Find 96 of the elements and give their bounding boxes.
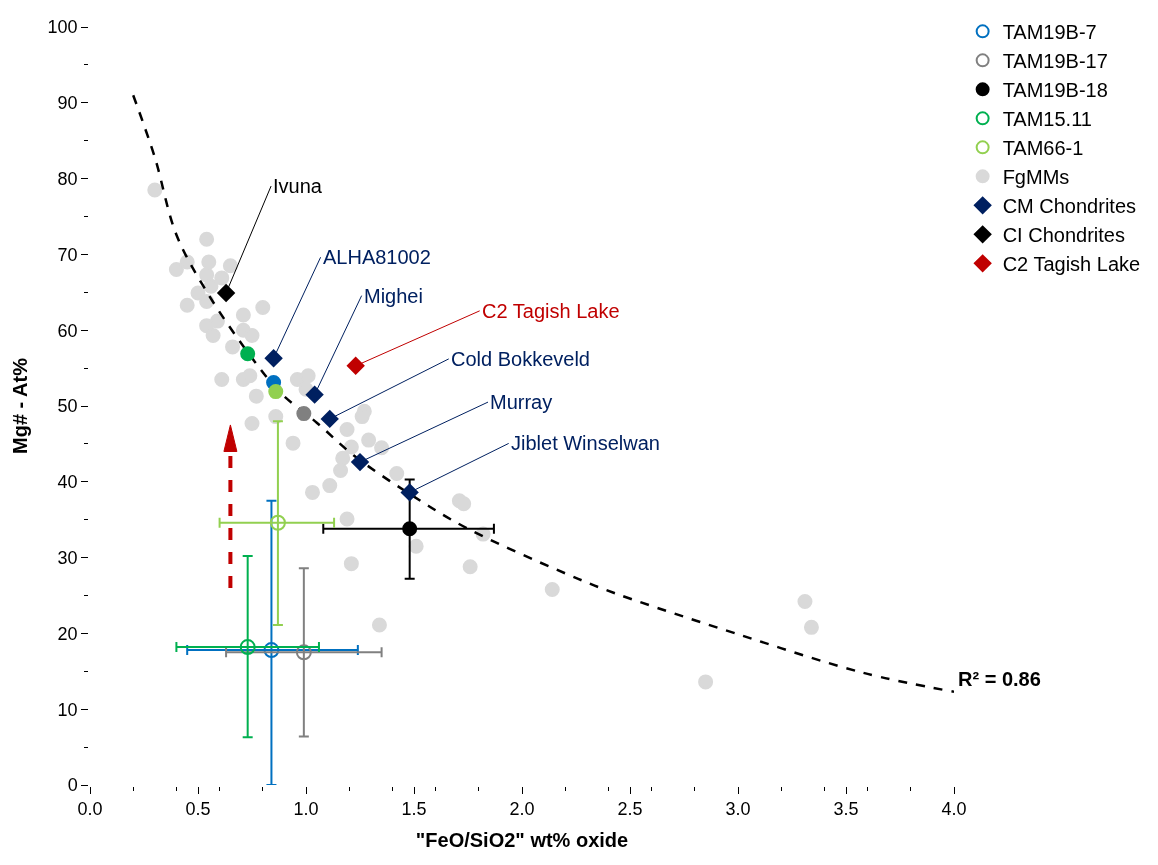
y-tick-label: 70 (57, 244, 78, 265)
point (343, 439, 359, 455)
point (400, 483, 419, 502)
y-tick-label: 50 (57, 396, 78, 417)
legend-label: TAM66-1 (1002, 137, 1084, 160)
point (199, 267, 215, 283)
x-tick-label: 0.0 (77, 799, 103, 820)
y-tick-label: 100 (47, 17, 78, 38)
point (698, 674, 714, 690)
y-tick-label: 30 (57, 547, 78, 568)
x-tick-label: 1.5 (401, 799, 427, 820)
point (205, 328, 221, 343)
legend-label: TAM15.11 (1002, 108, 1092, 131)
point (797, 594, 813, 610)
point (248, 388, 264, 404)
point (285, 435, 301, 451)
annotation: Mighei (364, 285, 423, 307)
legend-label: FgMMs (1002, 166, 1070, 189)
legend-label: C2 Tagish Lake (1002, 253, 1141, 276)
point (240, 346, 256, 362)
point (264, 349, 283, 368)
legend-label: CI Chondrites (1002, 224, 1125, 247)
point (402, 521, 418, 537)
y-tick-label: 20 (57, 623, 78, 644)
point (199, 318, 215, 334)
point (305, 385, 324, 404)
point (263, 642, 280, 659)
annotation: Jiblet Winselwan (511, 432, 660, 454)
point (201, 254, 217, 270)
annotation: Murray (490, 391, 553, 413)
legend-label: TAM19B-17 (1002, 50, 1108, 73)
point (217, 284, 235, 302)
x-axis-title: "FeO/SiO2" wt% oxide (415, 829, 629, 852)
legend-label: TAM19B-7 (1002, 21, 1097, 44)
point (343, 556, 359, 572)
x-tick-label: 0.5 (185, 799, 211, 820)
point (269, 514, 286, 531)
point (268, 384, 284, 400)
x-tick-label: 3.0 (725, 799, 751, 820)
point (235, 307, 251, 323)
point (199, 231, 215, 247)
point (255, 299, 271, 315)
point (389, 465, 405, 481)
annotation: Ivuna (273, 175, 323, 197)
point (296, 406, 312, 422)
point (214, 371, 230, 387)
point (239, 639, 256, 656)
x-tick-label: 3.5 (833, 799, 859, 820)
point (339, 511, 355, 527)
legend-label: TAM19B-18 (1002, 79, 1108, 102)
y-tick-label: 60 (57, 320, 78, 341)
point (462, 559, 478, 575)
point (322, 478, 338, 494)
point (295, 644, 312, 661)
point (803, 619, 819, 635)
point (351, 453, 369, 471)
x-tick-label: 2.5 (617, 799, 643, 820)
point (346, 357, 365, 375)
x-tick-label: 4.0 (941, 799, 967, 820)
line-series (131, 93, 954, 694)
point (333, 462, 349, 478)
point (456, 496, 472, 512)
annotation: C2 Tagish Lake (482, 300, 620, 322)
point (320, 410, 339, 428)
point (354, 409, 370, 425)
point (222, 258, 238, 274)
x-tick-label: 2.0 (509, 799, 535, 820)
point (544, 581, 560, 597)
annotation: Cold Bokkeveld (451, 348, 590, 370)
point (361, 432, 377, 448)
y-axis-title: Mg# - At% (8, 357, 31, 454)
x-tick-label: 1.0 (293, 799, 319, 820)
point (339, 422, 355, 437)
point (371, 617, 387, 633)
point (179, 254, 195, 270)
point (244, 328, 260, 343)
point (179, 297, 195, 313)
point (408, 538, 424, 554)
point (147, 182, 163, 198)
point (168, 262, 184, 278)
y-tick-label: 80 (57, 168, 78, 189)
point (304, 484, 320, 500)
point (225, 339, 241, 355)
point (335, 450, 351, 466)
y-tick-label: 40 (57, 472, 78, 493)
annotation: ALHA81002 (323, 246, 431, 268)
point (244, 415, 260, 431)
point (203, 278, 219, 294)
y-tick-label: 0 (67, 775, 78, 796)
annotation: R² = 0.86 (958, 668, 1041, 690)
point (214, 270, 230, 286)
y-tick-label: 10 (57, 699, 78, 720)
legend-label: CM Chondrites (1002, 195, 1137, 218)
point (300, 368, 316, 384)
y-tick-label: 90 (57, 93, 78, 114)
point (242, 368, 258, 384)
